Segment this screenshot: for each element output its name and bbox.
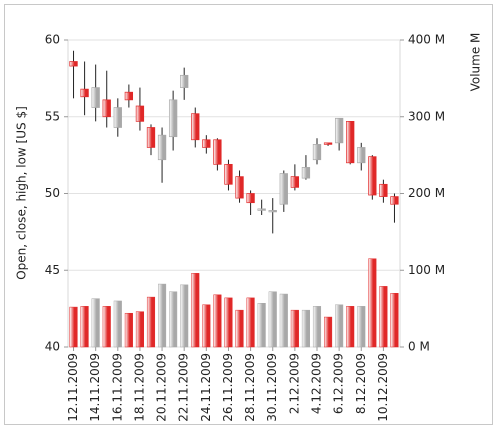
volume-bar [91,298,100,348]
volume-bar [290,309,299,348]
candle-body [224,163,233,185]
candle-body [334,117,344,144]
candle-body [268,210,277,213]
x-tick-label: 20.11.2009 [155,353,169,422]
candle-body [124,91,134,101]
candle-body [301,167,311,179]
candle-body [91,87,100,108]
candle-body [379,183,388,197]
candle-body [146,127,156,148]
candle-body [312,144,322,161]
y-axis-title: Open, close, high, low [US $] [15,106,29,280]
candle-body [323,142,333,145]
candle-body [257,208,266,211]
candle-body [279,173,288,205]
y-tick-label: 55 [45,109,60,123]
candle-body [246,193,255,204]
x-tick-label: 12.11.2009 [66,353,80,422]
candle-body [157,134,167,161]
candle-body [390,196,399,205]
x-tick-label: 26.11.2009 [221,353,235,422]
candle-body [135,105,145,122]
candle-body [168,99,178,138]
y-tick-label: 60 [45,33,60,47]
candle-body [69,61,78,67]
volume-bar [357,306,366,348]
y2-tick-label: 200 M [408,186,445,200]
candle-body [113,107,122,128]
volume-bar [213,294,222,348]
x-tick-label: 22.11.2009 [177,353,191,422]
y2-tick-label: 400 M [408,33,445,47]
candle-body [357,147,366,164]
volume-bar [346,306,355,348]
y2-axis-title: Volume M [469,33,483,92]
volume-bar [368,258,377,348]
candle-body [102,99,111,118]
x-tick-label: 24.11.2009 [199,353,213,422]
volume-bar [102,306,111,348]
volume-bar [312,306,322,348]
volume-bar [257,303,266,348]
volume-bar [180,284,189,348]
y-tick-label: 45 [45,263,60,277]
candle-body [80,88,89,98]
x-tick-label: 18.11.2009 [132,353,146,422]
volume-bar [324,316,333,348]
x-tick-label: 30.11.2009 [265,353,279,422]
volume-bar [235,309,244,348]
x-tick-label: 28.11.2009 [243,353,257,422]
volume-bar [124,312,133,348]
x-tick-label: 8.12.2009 [354,353,368,414]
volume-bar [80,306,89,348]
x-tick-label: 6.12.2009 [332,353,346,414]
x-tick-label: 4.12.2009 [310,353,324,414]
candle-body [191,113,200,141]
volume-bar [335,304,344,348]
volume-bar [390,293,399,348]
volume-bar [191,273,200,348]
volume-bar [301,309,310,348]
candle-body [235,176,244,199]
volume-bar [246,297,255,348]
volume-bar [279,293,288,348]
y2-tick-label: 300 M [408,109,445,123]
volume-bar [69,306,78,348]
x-tick-label: 16.11.2009 [110,353,124,422]
volume-bar [146,296,156,348]
volume-bar [113,300,122,348]
volume-bar [135,311,144,348]
candle-body [213,139,222,165]
candle-body [180,74,189,88]
volume-bar [268,291,277,348]
volume-bar [202,304,211,348]
candle-body [290,176,300,188]
y2-tick-label: 0 M [408,340,430,354]
x-tick-label: 10.12.2009 [376,353,390,422]
x-tick-label: 2.12.2009 [287,353,301,414]
volume-bar [169,291,178,348]
candle-body [368,156,377,196]
candle-body [202,139,211,148]
volume-bar [158,283,167,348]
volume-bar [224,297,233,348]
y-tick-label: 40 [45,340,60,354]
y2-tick-label: 100 M [408,263,445,277]
candle-body [346,121,355,164]
y-tick-label: 50 [45,186,60,200]
volume-bar [379,286,388,348]
x-tick-label: 14.11.2009 [88,353,102,422]
